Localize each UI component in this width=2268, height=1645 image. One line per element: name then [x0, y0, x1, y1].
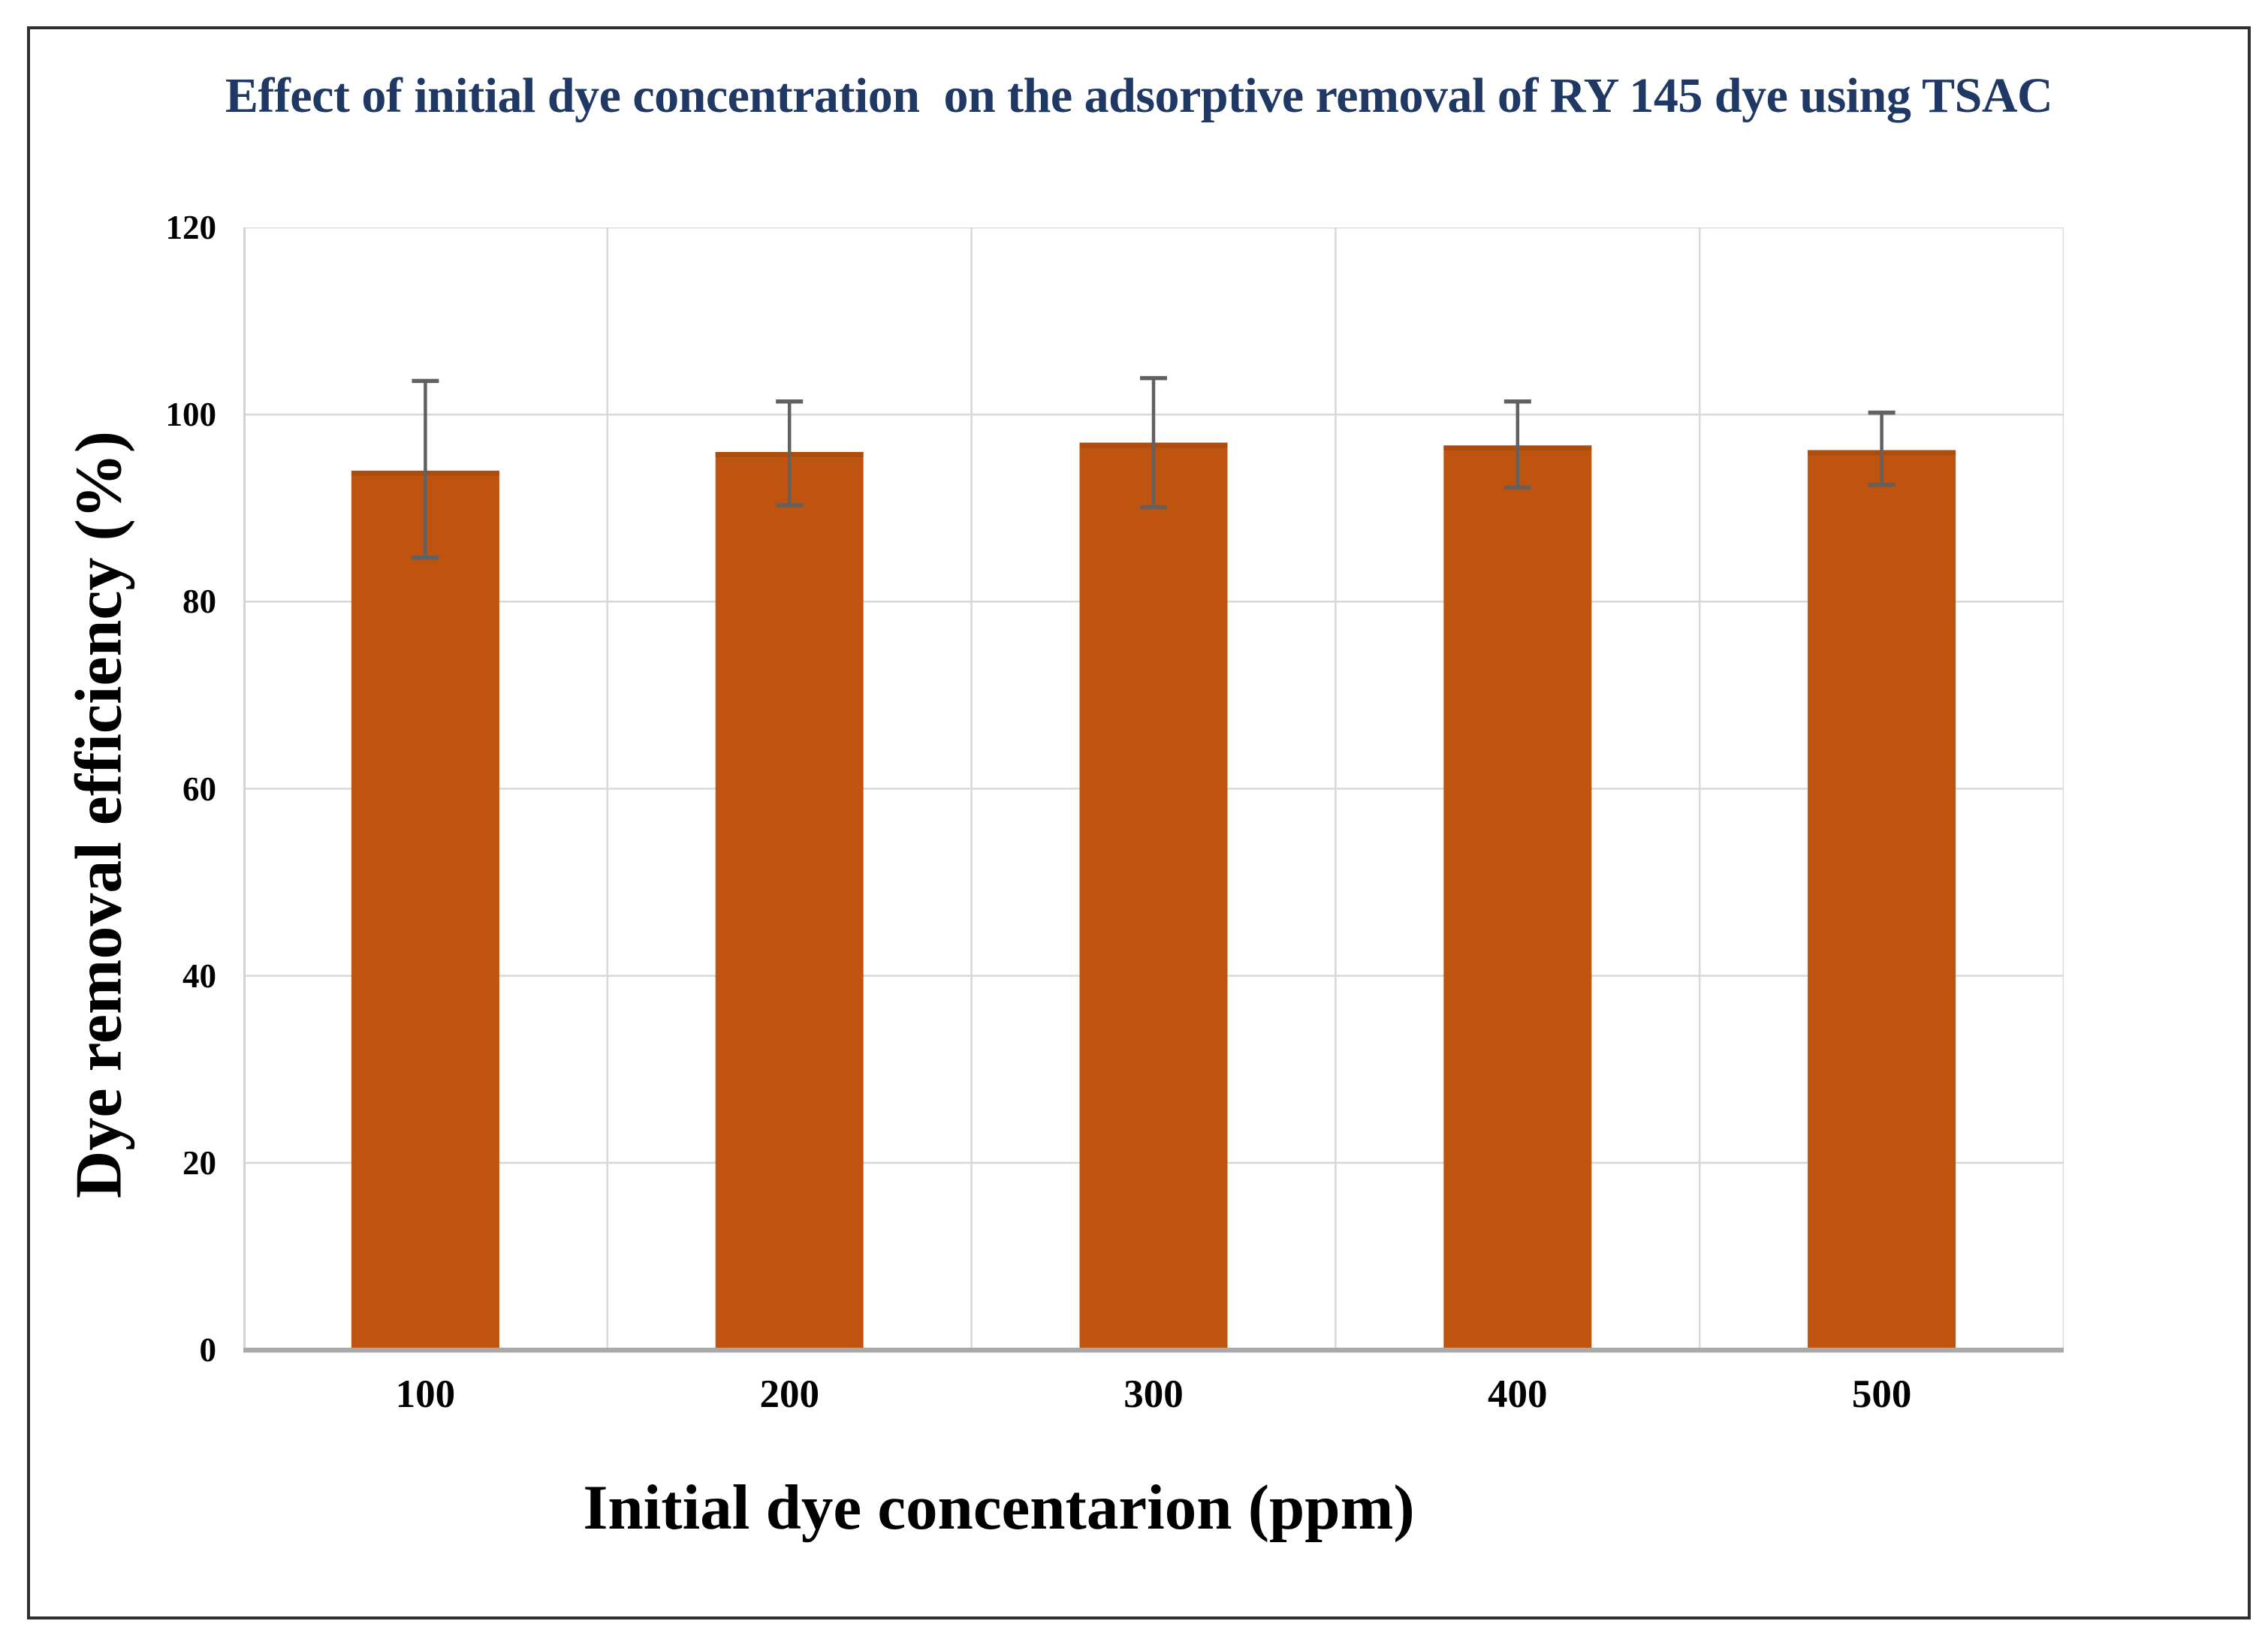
bar: [351, 470, 499, 1350]
x-axis-title: Initial dye concentarion (ppm): [583, 1472, 1415, 1543]
y-tick-label: 120: [165, 209, 217, 246]
y-tick-label: 80: [182, 583, 216, 621]
bar: [1079, 442, 1228, 1350]
bar: [1443, 445, 1592, 1350]
bar: [1808, 450, 1956, 1350]
x-tick-label: 400: [1488, 1372, 1548, 1416]
x-tick-label: 200: [759, 1372, 819, 1416]
x-tick-label: 100: [395, 1372, 456, 1416]
x-tick-label: 500: [1851, 1372, 1912, 1416]
x-tick-label: 300: [1123, 1372, 1184, 1416]
plot-area: [243, 227, 2064, 1353]
y-axis-title: Dye removal efficiency (%): [62, 430, 136, 1199]
x-axis-line: [243, 1348, 2064, 1353]
y-tick-label: 20: [182, 1143, 216, 1182]
y-tick-label: 40: [182, 957, 216, 995]
chart-title: Effect of initial dye concentration on t…: [225, 68, 2053, 123]
y-tick-label: 0: [199, 1331, 217, 1369]
bar: [715, 452, 864, 1350]
y-tick-label: 100: [165, 396, 217, 434]
y-tick-label: 60: [182, 770, 216, 808]
